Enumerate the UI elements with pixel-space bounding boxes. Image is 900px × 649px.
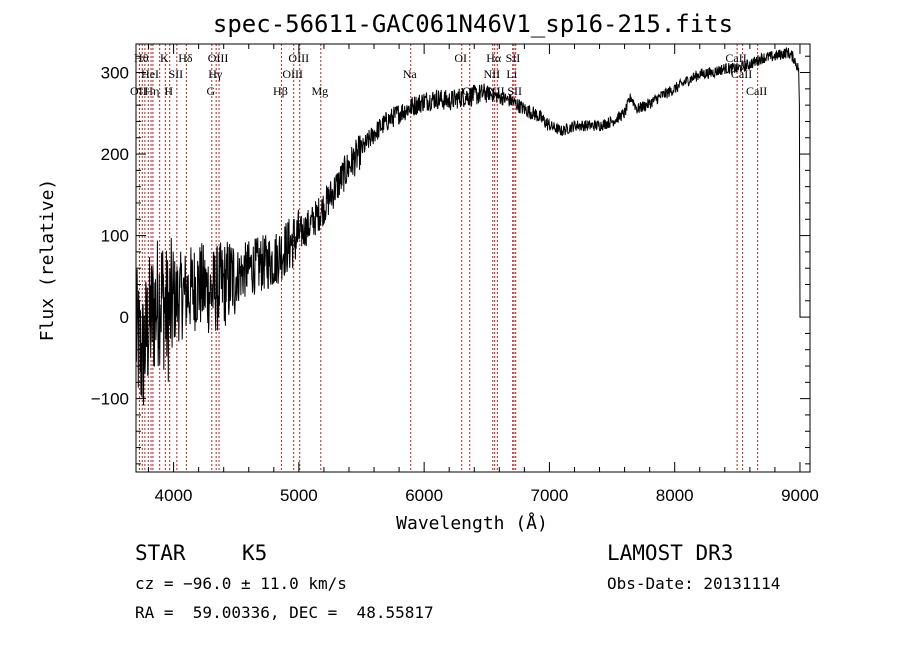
line-label: OIII (282, 67, 303, 81)
redshift-readout: cz = −96.0 ± 11.0 km/s (135, 574, 347, 593)
spectral-line-labels: OII Hθ HeI Hη K H SII Hδ G Hγ OIII Hβ OIII OIII Mg Na OI… (130, 51, 767, 98)
line-label: K (160, 51, 169, 65)
line-label: HeI (141, 67, 159, 81)
x-tick-label: 4000 (155, 486, 193, 505)
obs-date: Obs-Date: 20131114 (607, 574, 781, 593)
line-label: G (206, 84, 215, 98)
y-tick-label: 100 (101, 227, 129, 246)
line-label: SII (169, 67, 184, 81)
y-axis-label: Flux (relative) (37, 179, 58, 342)
line-label: SII (506, 51, 521, 65)
line-label: CaII (746, 84, 767, 98)
x-axis-ticks: 4000 5000 6000 7000 8000 9000 (148, 44, 819, 505)
line-label: OII (130, 84, 147, 98)
y-axis-ticks: −100 0 100 200 300 (91, 55, 810, 465)
coordinates: RA = 59.00336, DEC = 48.55817 (135, 603, 434, 622)
chart-title: spec-56611-GAC061N46V1_sp16-215.fits (213, 10, 733, 38)
line-label: NII (483, 67, 500, 81)
line-label: OIII (208, 51, 229, 65)
line-label: Hη (144, 84, 159, 98)
line-label: OIII (288, 51, 309, 65)
line-label: Mg (311, 84, 328, 98)
x-tick-label: 6000 (405, 486, 443, 505)
y-tick-label: 0 (120, 308, 129, 327)
spectrum-line (135, 47, 801, 406)
line-label: Hβ (273, 84, 288, 98)
x-axis-label: Wavelength (Å) (396, 512, 548, 534)
line-label: Hδ (178, 51, 193, 65)
x-tick-label: 5000 (280, 486, 318, 505)
line-label: Na (403, 67, 418, 81)
line-label: Hγ (208, 67, 223, 81)
line-label: CaII (725, 51, 746, 65)
x-tick-label: 8000 (656, 486, 694, 505)
object-class: STAR (135, 541, 186, 565)
y-tick-label: −100 (91, 390, 129, 409)
x-tick-label: 7000 (531, 486, 569, 505)
line-label: Hα (486, 51, 502, 65)
y-tick-label: 200 (101, 145, 129, 164)
survey-name: LAMOST DR3 (607, 541, 734, 565)
line-label: H (164, 84, 173, 98)
line-label: Hθ (134, 51, 149, 65)
object-subclass: K5 (242, 541, 268, 565)
y-tick-label: 300 (101, 64, 129, 83)
plot-frame (135, 43, 811, 473)
line-label: Li (506, 67, 517, 81)
line-label: OI (454, 51, 467, 65)
x-tick-label: 9000 (781, 486, 819, 505)
